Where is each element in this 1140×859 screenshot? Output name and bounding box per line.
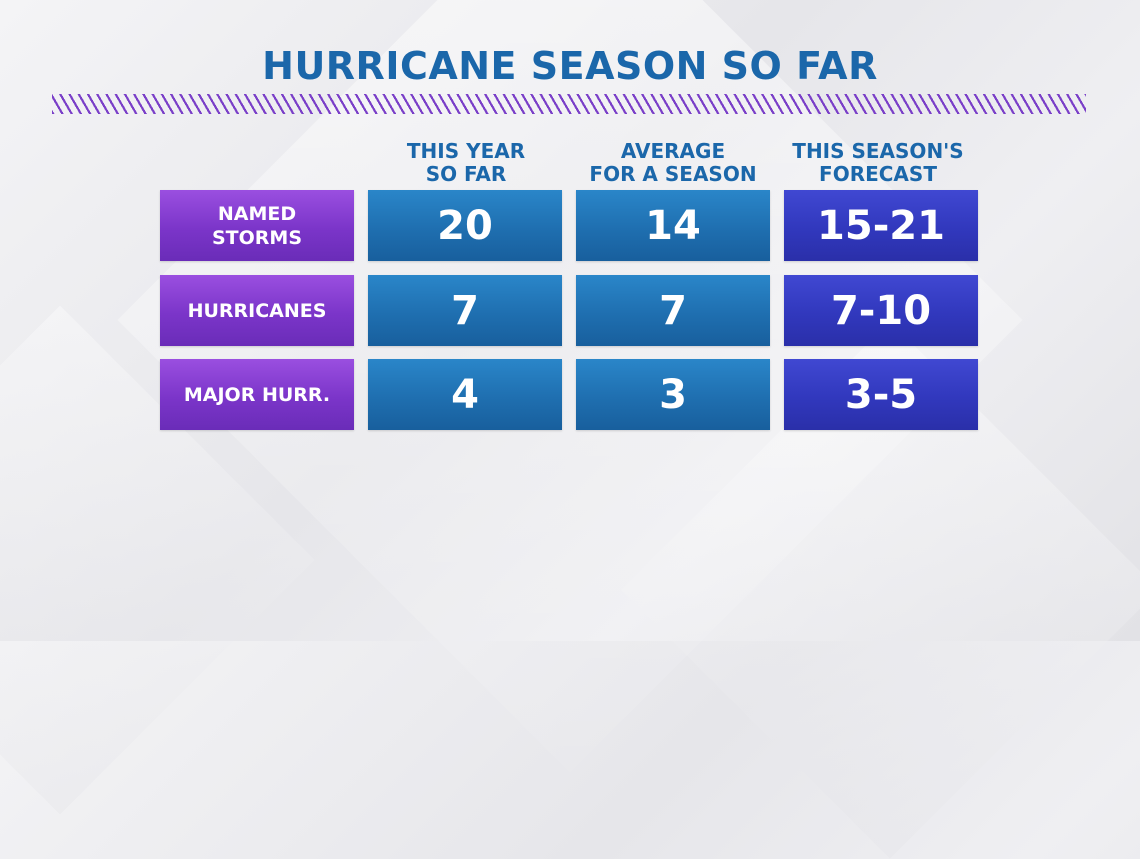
column-header-average: AVERAGE FOR A SEASON [566,140,780,188]
hurricanes-this-year-value: 7 [368,275,562,346]
row-label-line: STORMS [211,226,303,249]
column-header-line: FOR A SEASON [589,162,757,186]
row-label-line: MAJOR HURR. [183,383,331,406]
title-hatch-divider [52,94,1086,114]
row-label-major-hurricanes: MAJOR HURR. [160,359,354,430]
column-header-line: AVERAGE [620,139,726,163]
column-header-forecast: THIS SEASON'S FORECAST [778,140,978,188]
hurricanes-average-value: 7 [576,275,770,346]
chart-title: HURRICANE SEASON SO FAR [262,44,878,88]
major-hurricanes-this-year-value: 4 [368,359,562,430]
column-header-line: FORECAST [819,162,937,186]
major-hurricanes-average-value: 3 [576,359,770,430]
row-label-line: NAMED [217,202,297,225]
column-header-line: THIS YEAR [406,139,526,163]
major-hurricanes-forecast-value: 3-5 [784,359,978,430]
row-label-hurricanes: HURRICANES [160,275,354,346]
column-header-line: SO FAR [425,162,507,186]
hurricanes-forecast-value: 7-10 [784,275,978,346]
column-header-line: THIS SEASON'S [792,139,964,163]
column-header-this-year: THIS YEAR SO FAR [368,140,564,188]
named-storms-this-year-value: 20 [368,190,562,261]
row-label-named-storms: NAMED STORMS [160,190,354,261]
named-storms-average-value: 14 [576,190,770,261]
named-storms-forecast-value: 15-21 [784,190,978,261]
row-label-line: HURRICANES [187,299,327,322]
